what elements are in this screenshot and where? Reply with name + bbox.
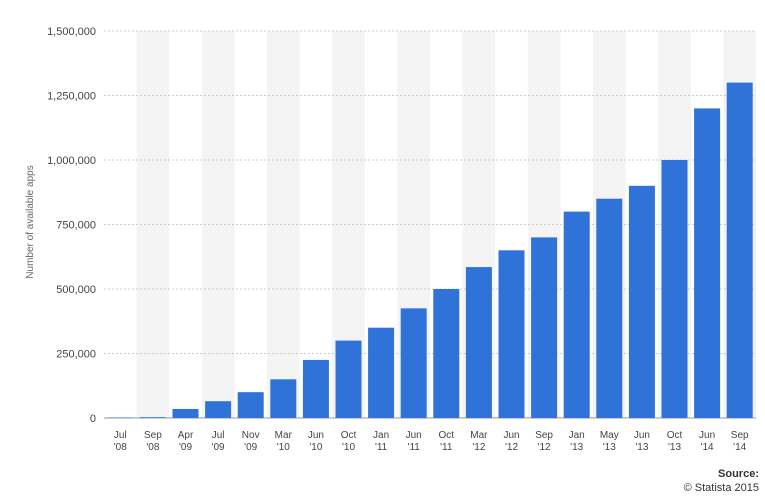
x-tick-label: Jun '10 — [308, 430, 324, 453]
x-tick-label: Jul '09 — [212, 430, 225, 453]
bar — [661, 160, 688, 418]
bar — [302, 359, 329, 418]
source-note: Source: © Statista 2015 — [684, 467, 759, 495]
x-tick-label: Mar '12 — [470, 430, 488, 453]
bar — [694, 108, 721, 419]
y-tick-label: 1,000,000 — [47, 155, 96, 167]
y-tick-label: 250,000 — [56, 349, 96, 361]
y-axis-title: Number of available apps — [25, 165, 36, 278]
y-tick-label: 750,000 — [56, 220, 96, 232]
y-axis-ticks: 0 250,000 500,000 750,000 1,000,000 1,250,000… — [47, 26, 96, 425]
bar — [270, 379, 297, 418]
bar — [563, 211, 590, 418]
x-tick-label: Oct '10 — [341, 430, 357, 453]
x-tick-label: Oct '13 — [667, 430, 683, 453]
bar — [335, 340, 362, 418]
source-credit: © Statista 2015 — [683, 482, 759, 494]
x-tick-label: Jun '12 — [503, 430, 519, 453]
bar — [107, 417, 134, 418]
x-tick-label: Jun '14 — [699, 430, 715, 453]
bar — [237, 392, 264, 418]
x-tick-label: Jan '11 — [373, 430, 389, 453]
y-tick-label: 0 — [90, 413, 96, 425]
x-tick-label: Jun '11 — [406, 430, 422, 453]
bar — [139, 417, 166, 418]
y-tick-label: 500,000 — [56, 284, 96, 296]
x-tick-label: Mar '10 — [275, 430, 293, 453]
bar — [531, 237, 558, 418]
bar — [596, 198, 623, 418]
x-axis-ticks: Jul '08 Sep '08 Apr '09 Jul '09 Nov '09 Mar '10 Jun '… — [114, 430, 749, 453]
bar — [726, 82, 753, 418]
bar — [205, 401, 232, 418]
x-tick-label: Oct '11 — [439, 430, 455, 453]
bar — [465, 267, 492, 418]
x-tick-label: May '13 — [600, 430, 619, 453]
y-tick-label: 1,250,000 — [47, 91, 96, 103]
bar — [368, 327, 395, 418]
bar — [400, 308, 427, 418]
bar — [628, 185, 655, 418]
x-tick-label: Apr '09 — [178, 430, 194, 453]
bars — [107, 82, 753, 419]
x-tick-label: Sep '08 — [144, 430, 162, 453]
bar — [433, 289, 460, 418]
x-tick-label: Nov '09 — [242, 430, 260, 453]
bar — [498, 250, 525, 418]
x-tick-label: Jul '08 — [114, 430, 127, 453]
x-tick-label: Sep '12 — [535, 430, 553, 453]
x-tick-label: Sep '14 — [731, 430, 749, 453]
source-label: Source: — [718, 468, 759, 480]
bar — [172, 408, 199, 418]
column-band — [267, 31, 300, 418]
y-tick-label: 1,500,000 — [47, 26, 96, 38]
x-tick-label: Jan '13 — [569, 430, 585, 453]
x-tick-label: Jun '13 — [634, 430, 650, 453]
